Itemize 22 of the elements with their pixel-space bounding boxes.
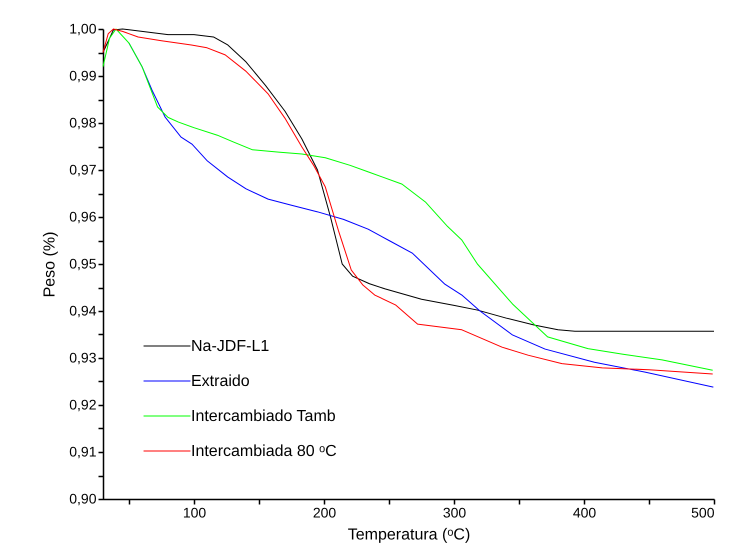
- y-tick-label: 0,97: [69, 162, 97, 178]
- y-tick-label: 0,95: [69, 256, 97, 272]
- legend-label: Intercambiado Tamb: [191, 408, 336, 425]
- y-tick-label: 0,96: [69, 208, 97, 224]
- legend-label: Extraido: [191, 373, 250, 390]
- legend-label: Intercambiada 80 ᵒC: [191, 443, 337, 460]
- y-tick-label: 0,98: [69, 114, 97, 130]
- y-tick-label: 0,90: [69, 490, 97, 506]
- y-tick-label: 0,93: [69, 350, 97, 366]
- x-tick-label: 500: [691, 504, 715, 520]
- y-tick-label: 0,94: [69, 302, 97, 318]
- y-tick-label: 0,91: [69, 444, 97, 460]
- y-tick-label: 0,92: [69, 396, 97, 412]
- y-tick-label: 1,00: [69, 20, 97, 36]
- x-tick-label: 300: [442, 504, 466, 520]
- x-tick-label: 100: [182, 504, 206, 520]
- x-axis-title: Temperatura (ᵒC): [348, 526, 470, 544]
- x-tick-label: 200: [312, 504, 336, 520]
- legend-label: Na-JDF-L1: [191, 338, 270, 355]
- y-tick-label: 0,99: [69, 68, 97, 84]
- y-axis-title: Peso (%): [41, 232, 58, 298]
- x-tick-label: 400: [572, 504, 596, 520]
